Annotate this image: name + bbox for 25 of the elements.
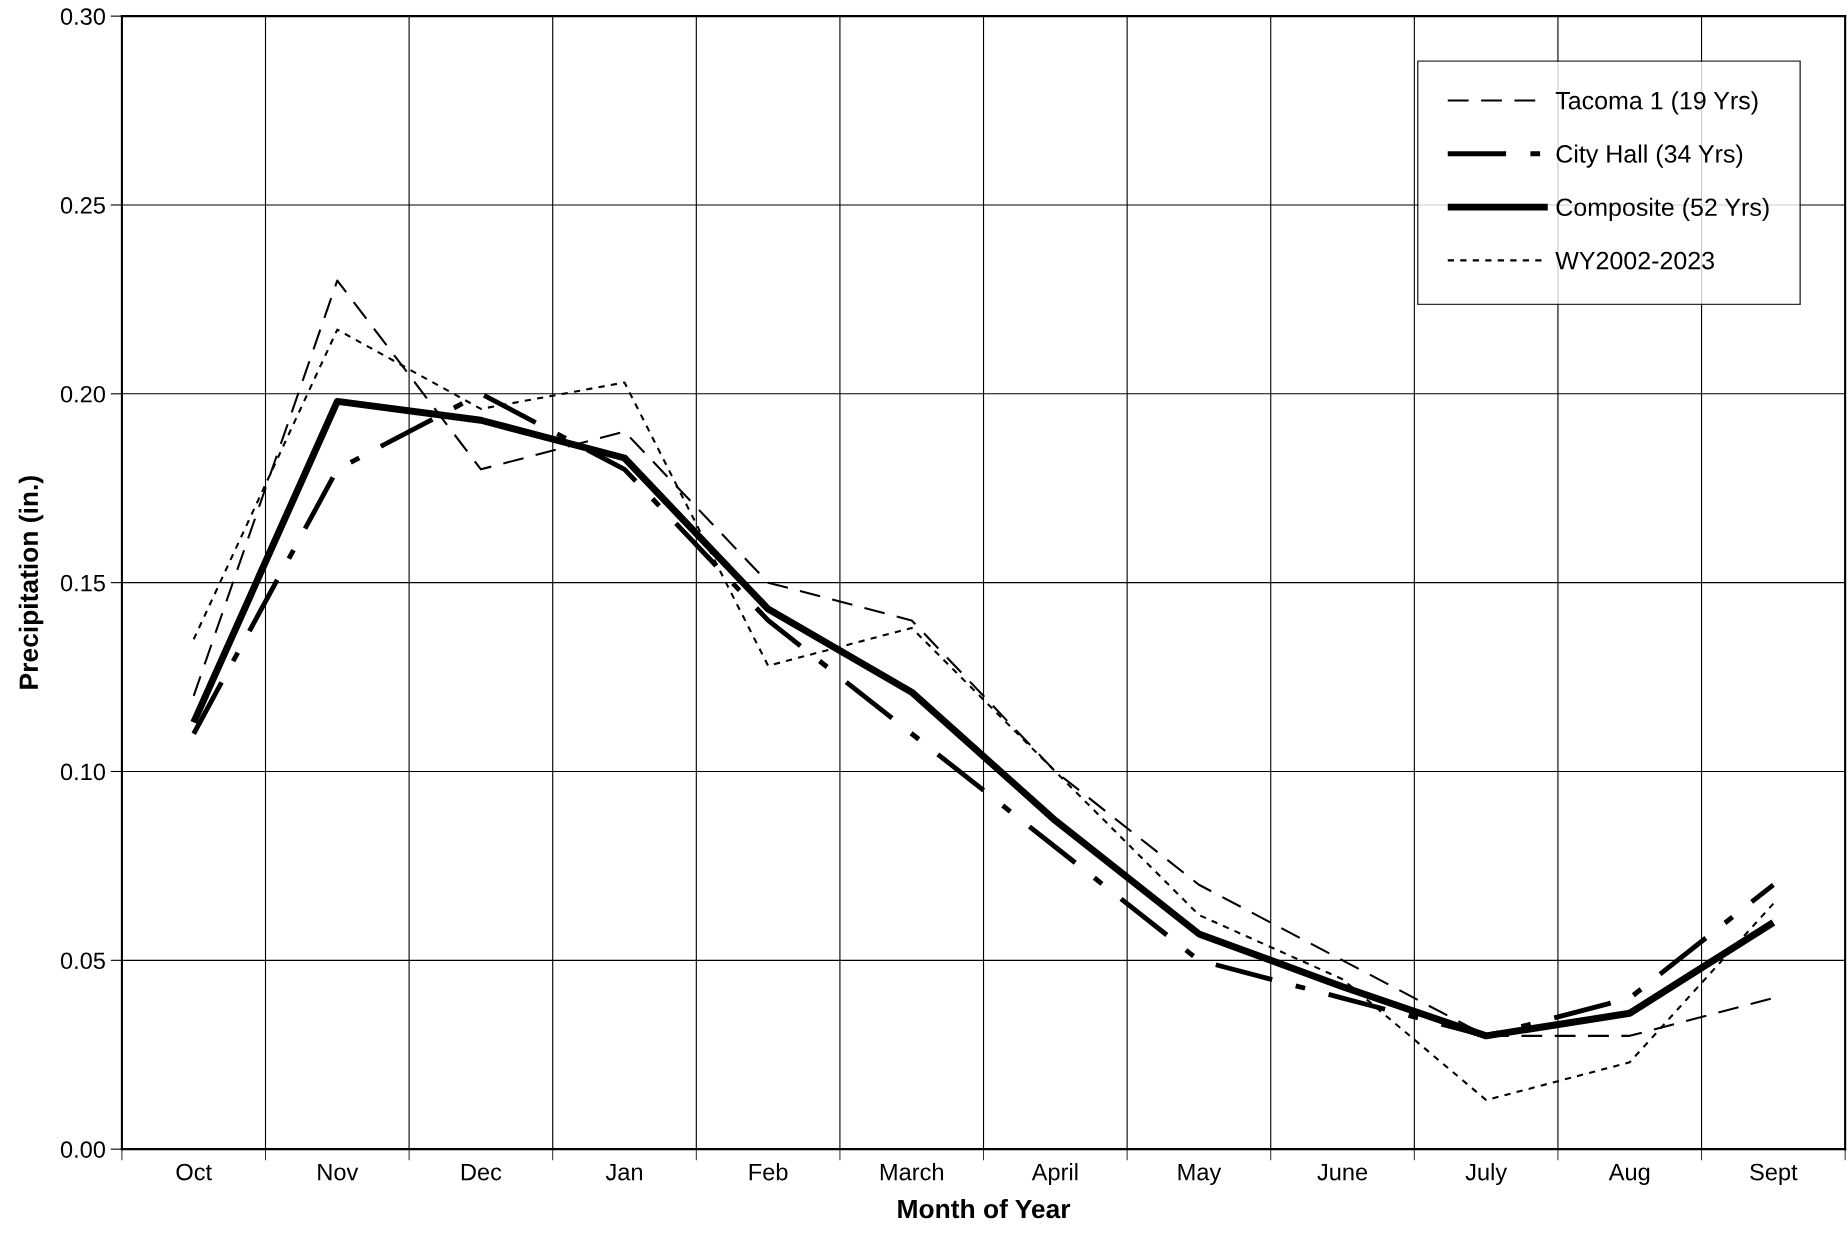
y-tick-label: 0.15 [60, 574, 105, 592]
x-tick-label: Sept [1750, 1163, 1798, 1186]
y-tick-label: 0.00 [60, 1141, 106, 1158]
x-tick-label: Nov [318, 1163, 359, 1181]
x-tick-label: June [1317, 1163, 1368, 1181]
y-tick-label: 0.25 [60, 197, 105, 214]
y-tick-label: 0.05 [60, 952, 105, 970]
y-tick-label: 0.10 [60, 763, 106, 781]
x-tick-label: March [880, 1163, 943, 1181]
x-tick-label: Oct [176, 1163, 212, 1181]
x-tick-label: May [1178, 1163, 1222, 1186]
legend-label: Tacoma 1 (19 Yrs) [1555, 91, 1758, 115]
legend-label: WY2002-2023 [1555, 251, 1714, 270]
x-tick-label: April [1031, 1163, 1078, 1186]
x-tick-label: Jan [605, 1163, 643, 1181]
x-tick-label: Aug [1608, 1163, 1650, 1186]
x-axis-title: Month of Year [898, 1198, 1071, 1219]
x-tick-label: July [1465, 1163, 1508, 1186]
y-axis-title: Precipitation (in.) [18, 476, 44, 689]
legend-label: Composite (52 Yrs) [1556, 197, 1769, 222]
legend-label: City Hall (34 Yrs) [1556, 144, 1743, 168]
y-tick-label: 0.20 [60, 385, 106, 403]
x-tick-label: Feb [749, 1163, 788, 1181]
x-tick-label: Dec [461, 1163, 502, 1181]
y-tick-label: 0.30 [60, 8, 106, 25]
